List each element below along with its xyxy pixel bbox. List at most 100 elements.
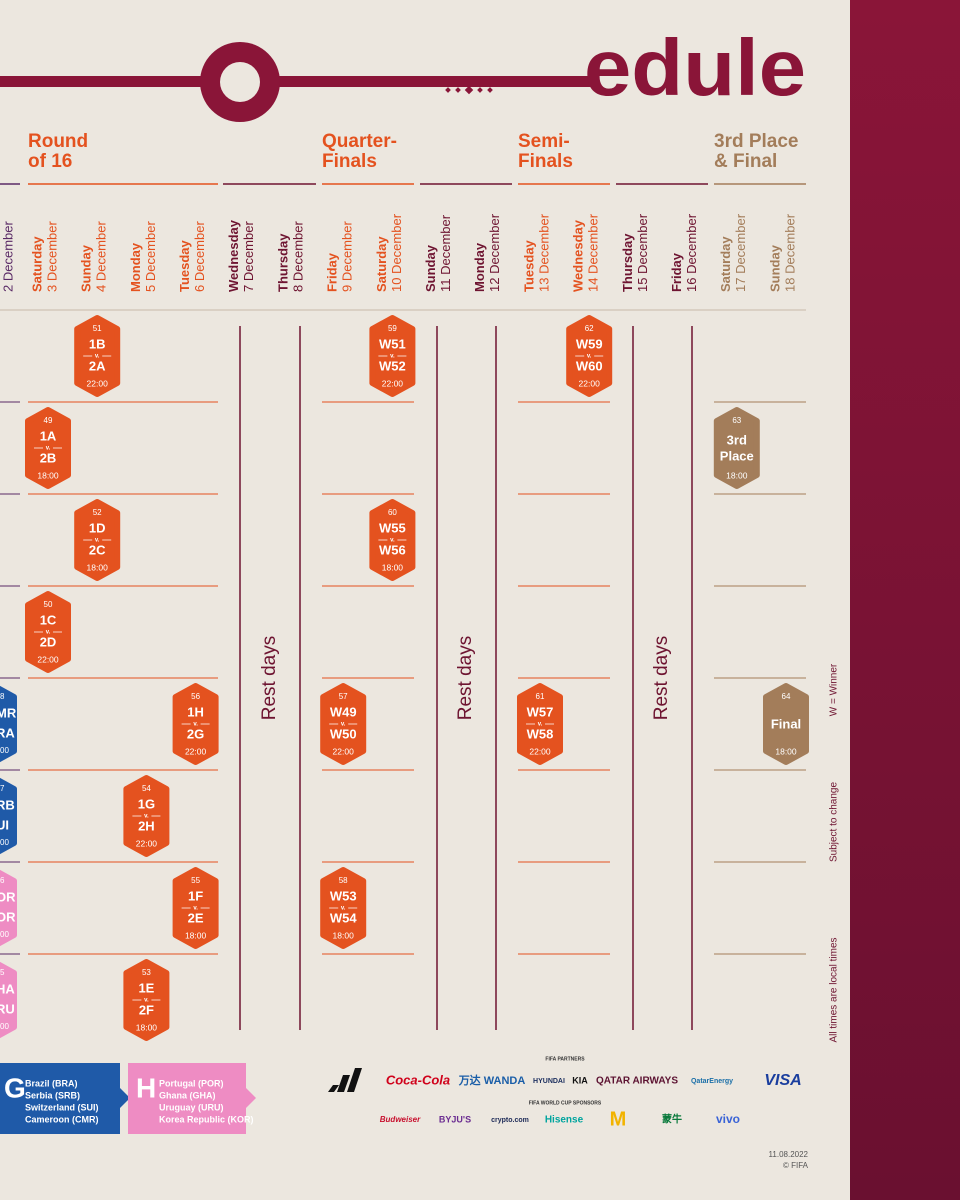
match-number: 63 [732,416,741,425]
match-home: W53 [330,888,357,903]
match-home: 1F [188,888,203,903]
partial-match-text: 00 [0,930,9,939]
match-home: W51 [379,336,406,351]
match-away: 2B [40,450,57,465]
day-weekday: Monday [472,242,487,292]
stage-title: 3rd Place [714,131,799,152]
day-weekday: Thursday [620,233,635,292]
match-time: 22:00 [185,746,207,756]
match-vs: v. [390,538,395,544]
match-away: 2G [187,726,204,741]
match-vs: v. [95,538,100,544]
match-vs: v. [193,906,198,912]
day-date: 13 December [536,213,551,292]
partial-match-text: 7 [0,784,5,793]
day-date: 10 December [389,213,404,292]
day-date: 16 December [684,213,699,292]
sponsor-logo: Budweiser [380,1115,421,1124]
partial-match-badge [0,777,17,855]
sponsors-label: FIFA WORLD CUP SPONSORS [529,1100,602,1106]
header-title: edule [584,23,806,112]
partial-match-text: OR [0,909,16,924]
match-badge [763,683,809,765]
match-away: W54 [330,910,358,925]
partner-logo: 万达 WANDA [458,1073,526,1087]
match-time: 18:00 [726,470,748,480]
footer-date: 11.08.2022 [769,1150,809,1159]
match-away: 2H [138,818,155,833]
note: All times are local times [829,937,840,1042]
day-weekday: Saturday [718,236,733,292]
group-team: Serbia (SRB) [25,1090,80,1100]
rest-days-label: Rest days [455,636,476,720]
match-number: 49 [44,416,53,425]
partial-match-text: 00 [0,1022,9,1031]
match-vs: v. [341,722,346,728]
partial-match-badge [0,869,17,947]
match-vs-bg [92,352,103,360]
match-vs-bg [92,536,103,544]
match-home: 1H [187,704,204,719]
match-vs: v. [587,354,592,360]
day-date: 17 December [733,213,748,292]
match-away: 2C [89,542,106,557]
day-date: 8 December [290,221,305,292]
partner-logo: Coca-Cola [386,1072,450,1087]
partial-match-text: 00 [0,746,9,755]
partial-match-text: 8 [0,692,5,701]
stage-title: Quarter- [322,131,397,152]
match-number: 55 [191,876,200,885]
match-time: 22:00 [87,378,109,388]
group-box [128,1063,256,1134]
match-number: 50 [44,600,53,609]
day-weekday: Wednesday [571,219,586,292]
group-team: Korea Republic (KOR) [159,1114,254,1124]
day-date: 9 December [340,221,355,292]
day-date: 15 December [635,213,650,292]
sponsor-logo: vivo [716,1112,740,1126]
match-badge [713,407,760,489]
partner-logo: VISA [764,1072,801,1089]
match-time: 22:00 [529,746,551,756]
match-away: Place [720,448,754,463]
partner-logo: HYUNDAI [533,1078,565,1085]
match-number: 57 [339,692,348,701]
stage-title: Finals [518,151,573,172]
day-date: 12 December [487,213,502,292]
match-time: 22:00 [333,746,355,756]
day-weekday: Sunday [767,244,782,292]
match-home: 1B [89,336,106,351]
match-home: 3rd [727,432,747,447]
match-vs: v. [46,446,51,452]
stage-title: Semi- [518,131,570,152]
group-team: Portugal (POR) [159,1078,224,1088]
partial-match-text: RU [0,1001,15,1016]
rest-days-label: Rest days [651,636,672,720]
match-away: W56 [379,542,406,557]
day-date: 2 December [0,221,15,292]
match-number: 54 [142,784,151,793]
header-bar [0,76,598,87]
match-time: 18:00 [333,930,355,940]
note: Subject to change [829,782,840,862]
match-home: W55 [379,520,406,535]
day-date: 11 December [438,214,453,292]
day-weekday: Saturday [29,236,44,292]
partner-logo: KIA [572,1075,588,1085]
day-weekday: Friday [669,252,684,292]
match-away: W58 [527,726,554,741]
match-vs-bg [141,812,152,820]
match-home: 1D [89,520,106,535]
partial-match-badge [0,961,17,1039]
day-weekday: Saturday [374,236,389,292]
match-home: 1C [40,612,57,627]
match-time: 18:00 [185,930,207,940]
day-date: 5 December [143,221,158,292]
side-band [850,0,960,1200]
group-team: Ghana (GHA) [159,1090,216,1100]
match-vs-bg [338,904,349,912]
match-time: 22:00 [579,378,601,388]
match-number: 60 [388,508,397,517]
